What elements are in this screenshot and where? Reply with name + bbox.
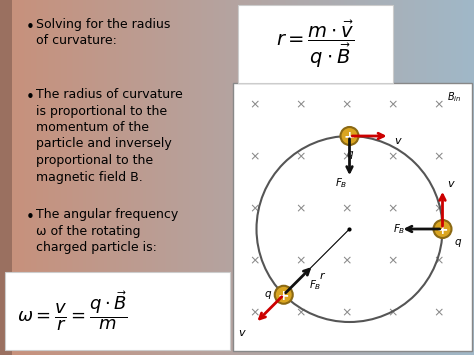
Circle shape: [434, 220, 452, 238]
Text: ×: ×: [388, 151, 398, 164]
Text: ×: ×: [250, 202, 260, 215]
Text: ×: ×: [342, 255, 352, 268]
Text: $r = \dfrac{m \cdot \vec{v}}{q \cdot \vec{B}}$: $r = \dfrac{m \cdot \vec{v}}{q \cdot \ve…: [276, 18, 355, 70]
Text: ×: ×: [434, 151, 444, 164]
Text: v: v: [447, 179, 454, 189]
Text: ×: ×: [434, 202, 444, 215]
Text: ×: ×: [296, 151, 306, 164]
Text: ×: ×: [296, 202, 306, 215]
Text: $F_B$: $F_B$: [335, 176, 348, 190]
FancyBboxPatch shape: [5, 272, 230, 350]
Text: ×: ×: [388, 98, 398, 111]
Text: •: •: [26, 210, 35, 225]
Text: $F_B$: $F_B$: [393, 222, 406, 236]
Text: ×: ×: [342, 306, 352, 320]
Text: •: •: [26, 20, 35, 35]
Text: •: •: [26, 90, 35, 105]
Text: ×: ×: [388, 202, 398, 215]
Text: v: v: [394, 136, 401, 146]
Circle shape: [340, 127, 358, 145]
Text: The angular frequency
ω of the rotating
charged particle is:: The angular frequency ω of the rotating …: [36, 208, 178, 254]
Text: The radius of curvature
is proportional to the
momentum of the
particle and inve: The radius of curvature is proportional …: [36, 88, 183, 184]
Text: q: q: [264, 289, 271, 299]
Text: ×: ×: [296, 306, 306, 320]
Text: ×: ×: [296, 98, 306, 111]
Text: +: +: [278, 289, 290, 303]
Text: +: +: [344, 130, 356, 144]
Text: v: v: [238, 328, 245, 338]
Text: ×: ×: [342, 98, 352, 111]
FancyBboxPatch shape: [238, 5, 393, 83]
Text: ×: ×: [434, 306, 444, 320]
Text: ×: ×: [296, 255, 306, 268]
Text: ×: ×: [388, 255, 398, 268]
Text: ×: ×: [342, 202, 352, 215]
Text: ×: ×: [434, 255, 444, 268]
Text: q: q: [454, 237, 461, 247]
Text: ×: ×: [250, 151, 260, 164]
Text: ×: ×: [250, 255, 260, 268]
Circle shape: [275, 286, 293, 304]
Text: ×: ×: [250, 98, 260, 111]
Text: r: r: [320, 272, 324, 282]
Text: $\omega = \dfrac{v}{r} = \dfrac{q \cdot \vec{B}}{m}$: $\omega = \dfrac{v}{r} = \dfrac{q \cdot …: [17, 289, 128, 333]
Text: ×: ×: [250, 306, 260, 320]
Text: q: q: [346, 149, 353, 159]
FancyBboxPatch shape: [233, 83, 472, 351]
Text: ×: ×: [434, 98, 444, 111]
Text: $B_{in}$: $B_{in}$: [447, 90, 461, 104]
Text: $F_B$: $F_B$: [310, 278, 322, 292]
FancyBboxPatch shape: [0, 0, 12, 355]
Text: ×: ×: [388, 306, 398, 320]
Text: +: +: [437, 223, 448, 237]
Text: ×: ×: [342, 151, 352, 164]
Text: Solving for the radius
of curvature:: Solving for the radius of curvature:: [36, 18, 170, 48]
